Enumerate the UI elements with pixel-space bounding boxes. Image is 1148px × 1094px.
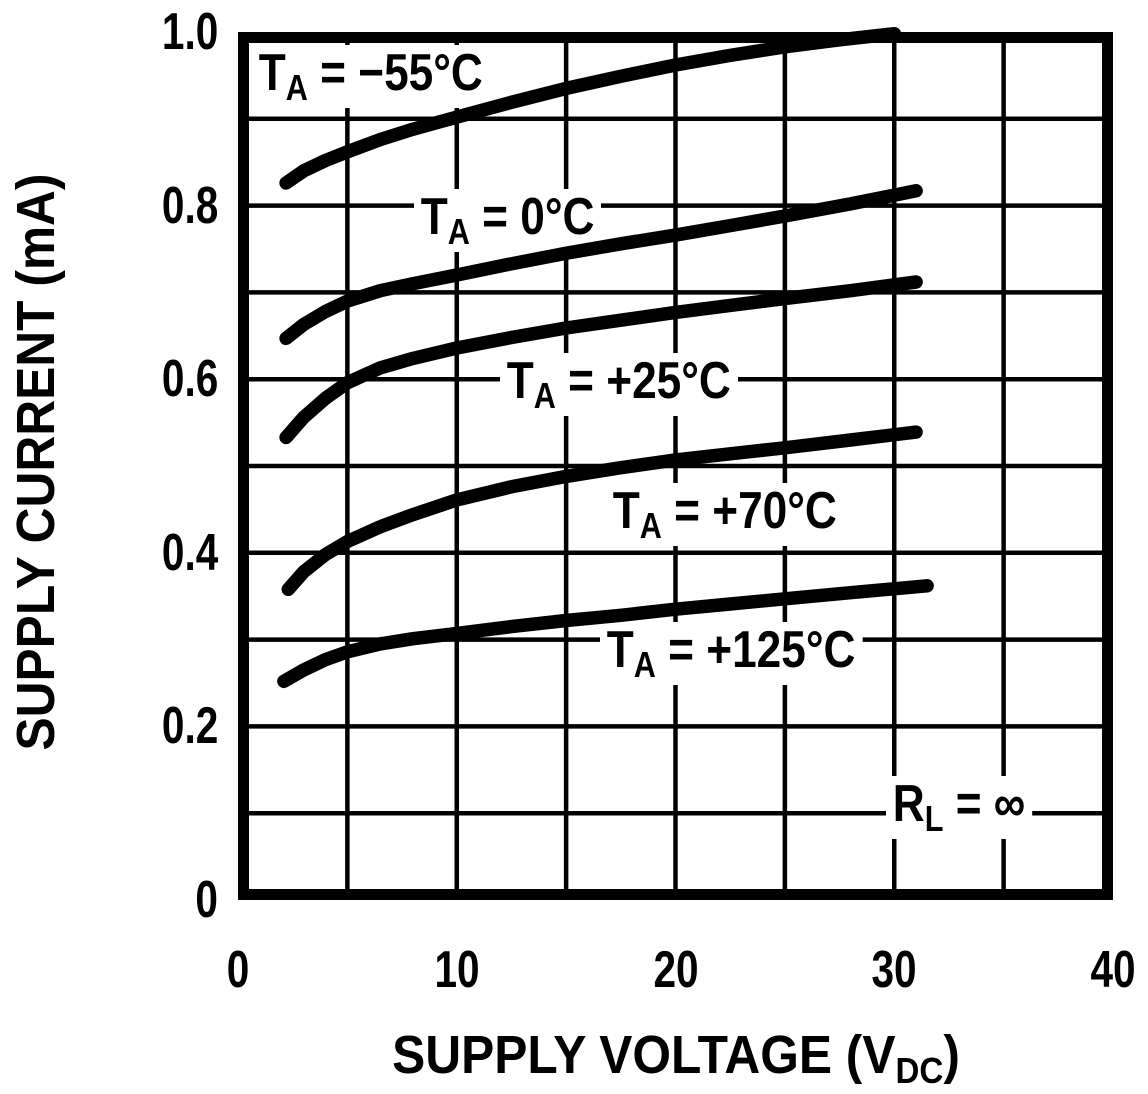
x-axis-title: SUPPLY VOLTAGE (VDC) (392, 1025, 960, 1091)
curve-label-ta-minus55: TA = −55°C (252, 45, 490, 108)
x-tick-label: 30 (871, 941, 917, 999)
curve-label-ta-plus25: TA = +25°C (500, 353, 738, 416)
curve-label-ta-plus125: TA = +125°C (600, 622, 863, 685)
y-tick-label: 0 (195, 871, 218, 929)
y-axis-title: SUPPLY CURRENT (mA) (6, 173, 66, 751)
y-tick-label: 0.8 (161, 176, 218, 235)
curve-label-ta-plus70: TA = +70°C (606, 483, 844, 546)
y-tick-label: 0.6 (161, 350, 218, 409)
x-tick-label: 20 (652, 941, 699, 999)
plot-area: TA = −55°C TA = 0°C TA = +25°C TA = +70°… (238, 26, 1113, 900)
y-tick-label: 0.2 (161, 697, 218, 756)
y-tick-label: 1.0 (161, 3, 218, 61)
curve-labels-layer: TA = −55°C TA = 0°C TA = +25°C TA = +70°… (238, 32, 1113, 900)
curve-label-ta-0: TA = 0°C (414, 189, 602, 252)
x-tick-label: 10 (434, 941, 480, 999)
x-tick-label: 0 (226, 941, 250, 999)
y-tick-label: 0.4 (161, 523, 218, 582)
x-tick-label: 40 (1090, 941, 1136, 999)
annotation-rl-infinity: RL = ∞ (886, 776, 1033, 839)
